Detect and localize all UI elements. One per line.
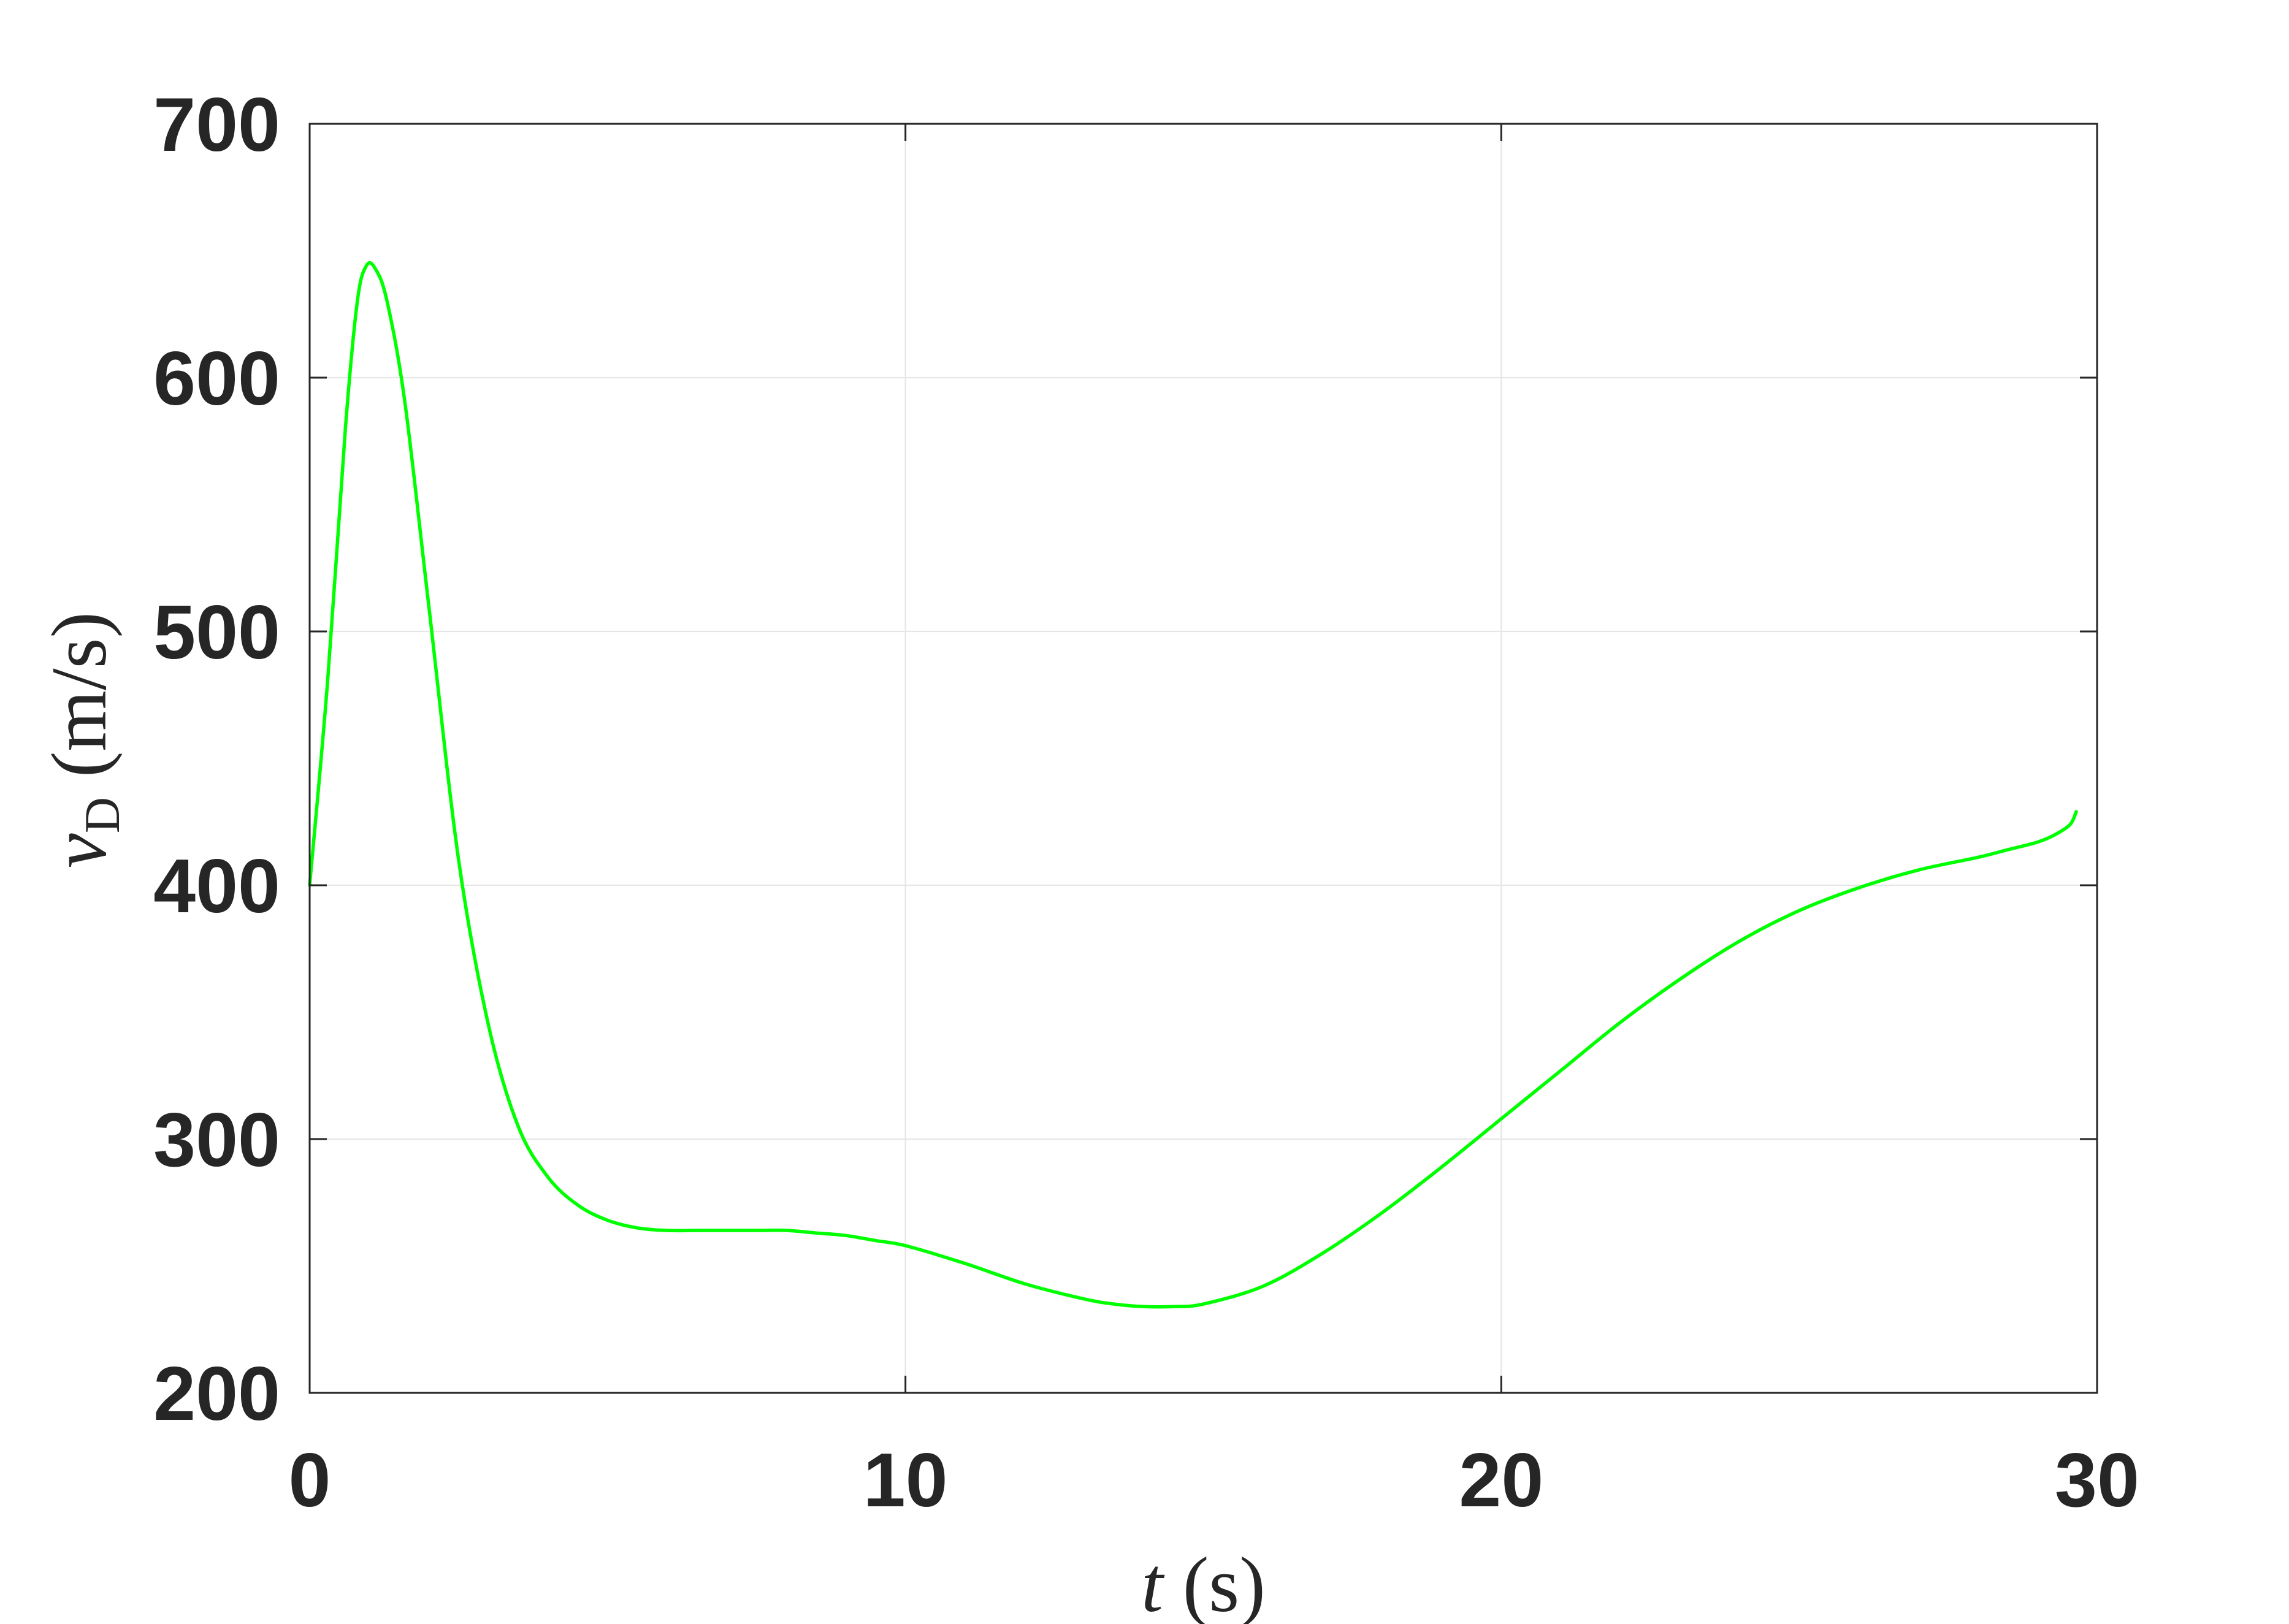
tick-marks xyxy=(308,123,2098,1394)
x-tick-label: 10 xyxy=(863,1438,948,1523)
grid xyxy=(310,124,2097,1393)
y-axis-subscript: D xyxy=(74,797,130,833)
x-axis-unit: (s) xyxy=(1163,1541,1266,1624)
y-tick-label: 300 xyxy=(153,1098,280,1183)
x-axis-label: t (s) xyxy=(1141,1541,1266,1624)
y-axis-unit: (m/s) xyxy=(36,612,123,797)
y-tick-label: 600 xyxy=(153,337,280,421)
series-line xyxy=(308,261,2078,1309)
y-axis-variable: v xyxy=(36,833,123,868)
x-tick-label: 30 xyxy=(2055,1438,2139,1523)
series-layer xyxy=(308,261,2078,1309)
x-tick-label: 0 xyxy=(289,1438,331,1523)
x-tick-labels: 0 10 20 30 xyxy=(289,1438,2139,1523)
y-tick-label: 400 xyxy=(153,844,280,929)
y-tick-label: 700 xyxy=(153,83,280,167)
x-tick-label: 20 xyxy=(1459,1438,1543,1523)
y-tick-label: 200 xyxy=(153,1352,280,1436)
x-axis-variable: t xyxy=(1141,1541,1165,1624)
y-axis-label: vD (m/s) xyxy=(36,612,130,868)
y-tick-label: 500 xyxy=(153,590,280,675)
plot-area-frame xyxy=(308,123,2098,1394)
y-tick-labels: 200 300 400 500 600 700 xyxy=(153,83,280,1436)
